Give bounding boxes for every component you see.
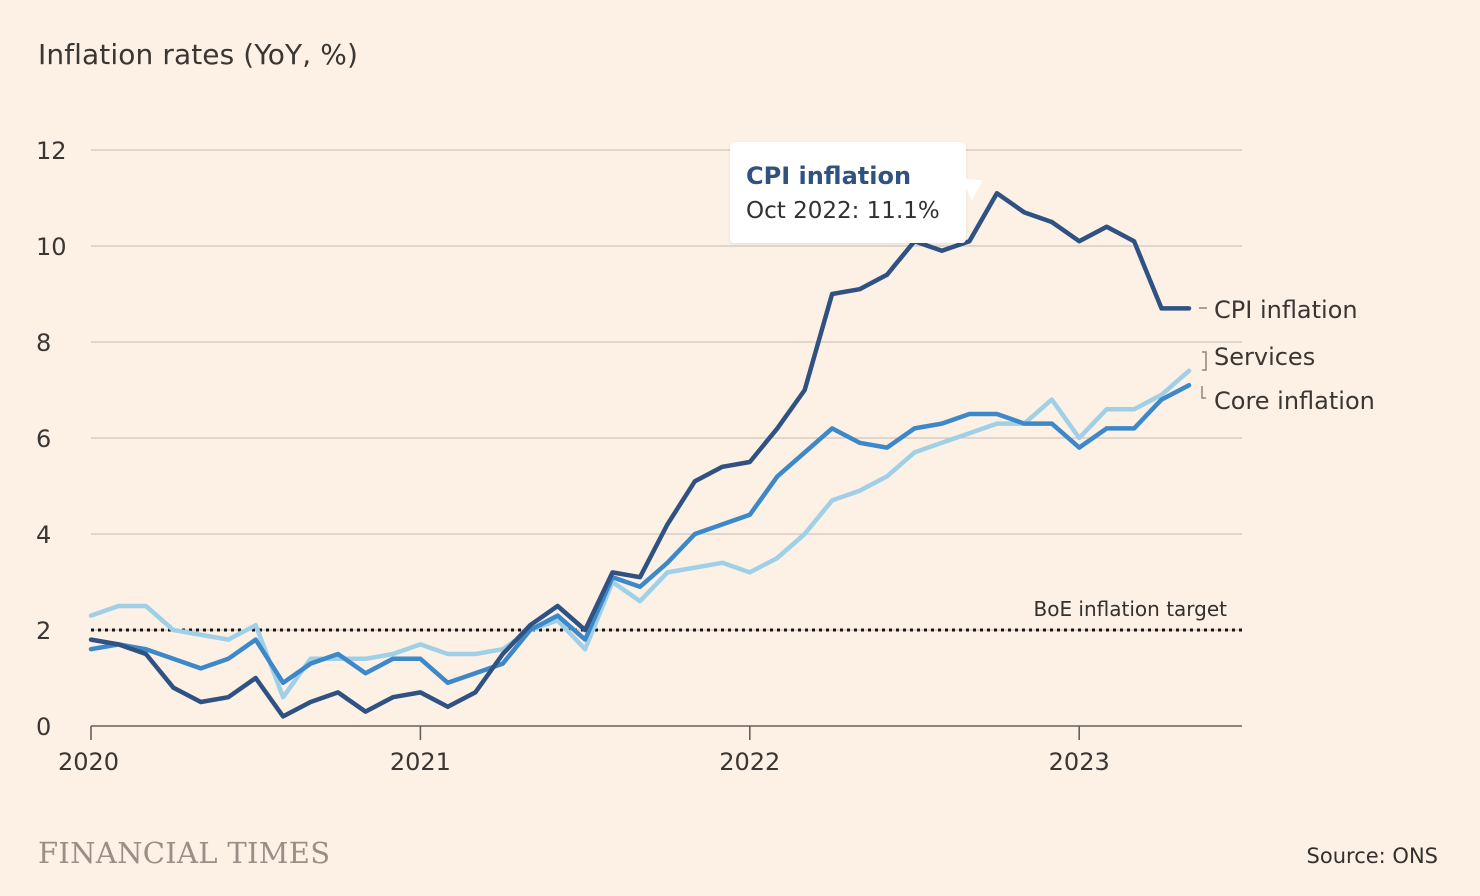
boe-target-label: BoE inflation target (1033, 597, 1227, 621)
end-label-core-inflation: Core inflation (1214, 387, 1375, 415)
series-line-core-inflation (88, 382, 1192, 686)
series-line-services (88, 368, 1192, 700)
y-tick-label-4: 4 (36, 521, 51, 549)
source-note: Source: ONS (1306, 844, 1438, 868)
series-line-cpi-inflation (88, 190, 1192, 719)
x-tick-label-2021: 2021 (390, 748, 451, 776)
y-tick-label-6: 6 (36, 425, 51, 453)
x-tick-label-2020: 2020 (58, 748, 119, 776)
x-tick-label-2023: 2023 (1049, 748, 1110, 776)
y-tick-label-8: 8 (36, 329, 51, 357)
brand-logo: FINANCIAL TIMES (38, 836, 331, 870)
end-label-cpi-inflation: CPI inflation (1214, 296, 1358, 324)
tooltip-value: Oct 2022: 11.1% (746, 198, 940, 224)
end-label-connector-core (1201, 386, 1206, 399)
y-tick-label-10: 10 (36, 233, 67, 261)
x-tick-label-2022: 2022 (719, 748, 780, 776)
end-label-connector-services (1202, 351, 1207, 371)
end-label-services: Services (1214, 343, 1315, 371)
tooltip: CPI inflation Oct 2022: 11.1% (730, 142, 966, 243)
chart-title: Inflation rates (YoY, %) (38, 38, 358, 71)
y-tick-label-2: 2 (36, 617, 51, 645)
y-tick-label-12: 12 (36, 137, 67, 165)
y-tick-label-0: 0 (36, 713, 51, 741)
tooltip-series-name: CPI inflation (746, 162, 912, 190)
